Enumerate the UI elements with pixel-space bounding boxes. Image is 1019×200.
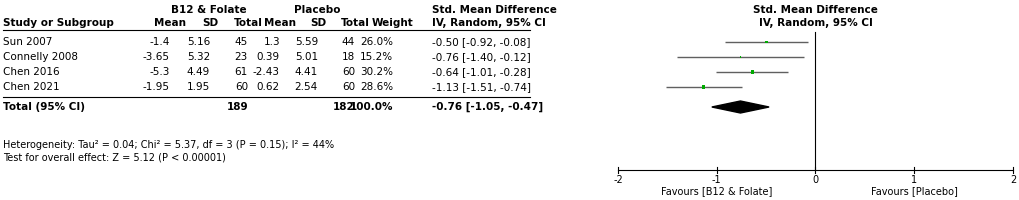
Text: Weight: Weight (372, 18, 414, 28)
Text: 5.01: 5.01 (294, 52, 318, 62)
Text: Chen 2021: Chen 2021 (3, 82, 59, 92)
Text: -0.76 [-1.05, -0.47]: -0.76 [-1.05, -0.47] (432, 102, 542, 112)
Text: -0.64 [-1.01, -0.28]: -0.64 [-1.01, -0.28] (432, 67, 530, 77)
Text: 0.62: 0.62 (257, 82, 280, 92)
Text: 189: 189 (226, 102, 248, 112)
Text: -2: -2 (612, 175, 623, 185)
Text: 60: 60 (234, 82, 248, 92)
Text: 2: 2 (1009, 175, 1015, 185)
Text: Std. Mean Difference: Std. Mean Difference (752, 5, 877, 15)
Bar (764, 41, 767, 43)
Text: Study or Subgroup: Study or Subgroup (3, 18, 114, 28)
Text: 61: 61 (234, 67, 248, 77)
Text: 28.6%: 28.6% (360, 82, 392, 92)
Text: SD: SD (310, 18, 326, 28)
Text: 44: 44 (341, 37, 355, 47)
Text: 26.0%: 26.0% (360, 37, 392, 47)
Text: 30.2%: 30.2% (360, 67, 392, 77)
Text: Std. Mean Difference: Std. Mean Difference (432, 5, 556, 15)
Bar (702, 85, 705, 89)
Text: B12 & Folate: B12 & Folate (171, 5, 247, 15)
Text: -1.4: -1.4 (150, 37, 170, 47)
Text: Sun 2007: Sun 2007 (3, 37, 52, 47)
Bar (739, 56, 741, 58)
Polygon shape (711, 101, 768, 113)
Text: 60: 60 (341, 67, 355, 77)
Text: 1.3: 1.3 (263, 37, 280, 47)
Text: 60: 60 (341, 82, 355, 92)
Text: Mean: Mean (154, 18, 185, 28)
Text: 45: 45 (234, 37, 248, 47)
Text: Favours [B12 & Folate]: Favours [B12 & Folate] (660, 186, 771, 196)
Text: Favours [Placebo]: Favours [Placebo] (870, 186, 957, 196)
Text: 100.0%: 100.0% (350, 102, 392, 112)
Text: Connelly 2008: Connelly 2008 (3, 52, 77, 62)
Text: 1.95: 1.95 (186, 82, 210, 92)
Text: Placebo: Placebo (293, 5, 340, 15)
Text: 1: 1 (910, 175, 916, 185)
Text: 18: 18 (341, 52, 355, 62)
Text: IV, Random, 95% CI: IV, Random, 95% CI (758, 18, 871, 28)
Text: 5.32: 5.32 (186, 52, 210, 62)
Text: 182: 182 (333, 102, 355, 112)
Text: Total (95% CI): Total (95% CI) (3, 102, 85, 112)
Text: Total: Total (233, 18, 262, 28)
Text: -0.50 [-0.92, -0.08]: -0.50 [-0.92, -0.08] (432, 37, 530, 47)
Text: 4.41: 4.41 (294, 67, 318, 77)
Text: SD: SD (202, 18, 218, 28)
Text: Chen 2016: Chen 2016 (3, 67, 59, 77)
Text: -5.3: -5.3 (150, 67, 170, 77)
Text: 23: 23 (234, 52, 248, 62)
Text: IV, Random, 95% CI: IV, Random, 95% CI (432, 18, 545, 28)
Text: 5.16: 5.16 (186, 37, 210, 47)
Text: 5.59: 5.59 (294, 37, 318, 47)
Text: -3.65: -3.65 (143, 52, 170, 62)
Text: 2.54: 2.54 (294, 82, 318, 92)
Bar (750, 70, 753, 74)
Text: -1: -1 (711, 175, 720, 185)
Text: 0.39: 0.39 (257, 52, 280, 62)
Text: Heterogeneity: Tau² = 0.04; Chi² = 5.37, df = 3 (P = 0.15); I² = 44%: Heterogeneity: Tau² = 0.04; Chi² = 5.37,… (3, 140, 334, 150)
Text: Mean: Mean (264, 18, 296, 28)
Text: -1.13 [-1.51, -0.74]: -1.13 [-1.51, -0.74] (432, 82, 531, 92)
Text: 0: 0 (812, 175, 818, 185)
Text: 15.2%: 15.2% (360, 52, 392, 62)
Text: -0.76 [-1.40, -0.12]: -0.76 [-1.40, -0.12] (432, 52, 530, 62)
Text: Test for overall effect: Z = 5.12 (P < 0.00001): Test for overall effect: Z = 5.12 (P < 0… (3, 153, 225, 163)
Text: 4.49: 4.49 (186, 67, 210, 77)
Text: Total: Total (340, 18, 369, 28)
Text: -1.95: -1.95 (143, 82, 170, 92)
Text: -2.43: -2.43 (253, 67, 280, 77)
